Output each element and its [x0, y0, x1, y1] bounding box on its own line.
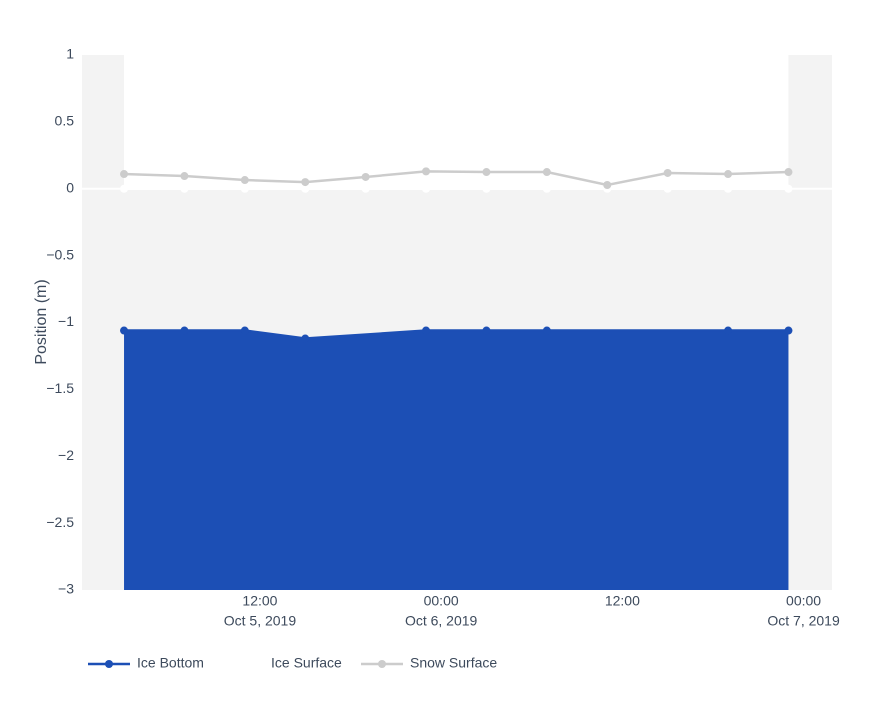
gap-connector — [305, 329, 427, 340]
legend-marker — [105, 660, 113, 668]
legend-marker — [378, 660, 386, 668]
area-fill — [124, 330, 789, 590]
x-tick-label: Oct 7, 2019 — [767, 613, 840, 629]
area-fill — [124, 55, 789, 189]
marker — [361, 184, 370, 193]
marker — [663, 168, 672, 177]
legend-item[interactable]: Ice Surface — [222, 655, 342, 671]
marker — [240, 326, 249, 335]
y-tick-label: −3 — [58, 581, 74, 597]
marker — [542, 326, 551, 335]
marker — [240, 176, 249, 185]
marker — [120, 184, 129, 193]
marker — [301, 184, 310, 193]
marker — [422, 326, 431, 335]
x-tick-label: Oct 6, 2019 — [405, 613, 478, 629]
legend-item[interactable]: Snow Surface — [361, 655, 497, 671]
marker — [784, 168, 793, 177]
marker — [482, 326, 491, 335]
y-tick-label: 1 — [66, 46, 74, 62]
legend-label: Ice Bottom — [137, 655, 204, 671]
marker — [361, 172, 370, 181]
y-tick-label: 0 — [66, 179, 74, 195]
y-tick-label: −1 — [58, 313, 74, 329]
marker — [482, 168, 491, 177]
marker — [542, 168, 551, 177]
marker — [180, 172, 189, 181]
marker — [120, 170, 129, 179]
legend-marker — [239, 660, 247, 668]
y-tick-label: −1.5 — [46, 380, 74, 396]
x-tick-label: 00:00 — [424, 593, 459, 609]
y-tick-label: −0.5 — [46, 246, 74, 262]
x-tick-label: Oct 5, 2019 — [224, 613, 297, 629]
series-line — [123, 170, 789, 187]
legend-label: Snow Surface — [410, 655, 497, 671]
marker — [301, 178, 310, 187]
marker — [724, 170, 733, 179]
marker — [784, 184, 793, 193]
marker — [663, 184, 672, 193]
legend-item[interactable]: Ice Bottom — [88, 655, 204, 671]
marker — [724, 184, 733, 193]
marker — [542, 184, 551, 193]
marker — [120, 326, 129, 335]
x-tick-label: 12:00 — [605, 593, 640, 609]
x-tick-label: 12:00 — [242, 593, 277, 609]
legend-label: Ice Surface — [271, 655, 342, 671]
marker — [422, 167, 431, 176]
marker — [603, 181, 612, 190]
y-tick-label: −2 — [58, 447, 74, 463]
marker — [180, 184, 189, 193]
y-axis-title: Position (m) — [33, 279, 50, 364]
marker — [482, 184, 491, 193]
marker — [422, 184, 431, 193]
marker — [180, 326, 189, 335]
x-tick-label: 00:00 — [786, 593, 821, 609]
series-line — [124, 329, 306, 340]
y-tick-label: −2.5 — [46, 514, 74, 530]
marker — [724, 326, 733, 335]
marker — [301, 334, 310, 343]
marker — [784, 326, 793, 335]
marker — [240, 184, 249, 193]
y-tick-label: 0.5 — [55, 113, 75, 129]
